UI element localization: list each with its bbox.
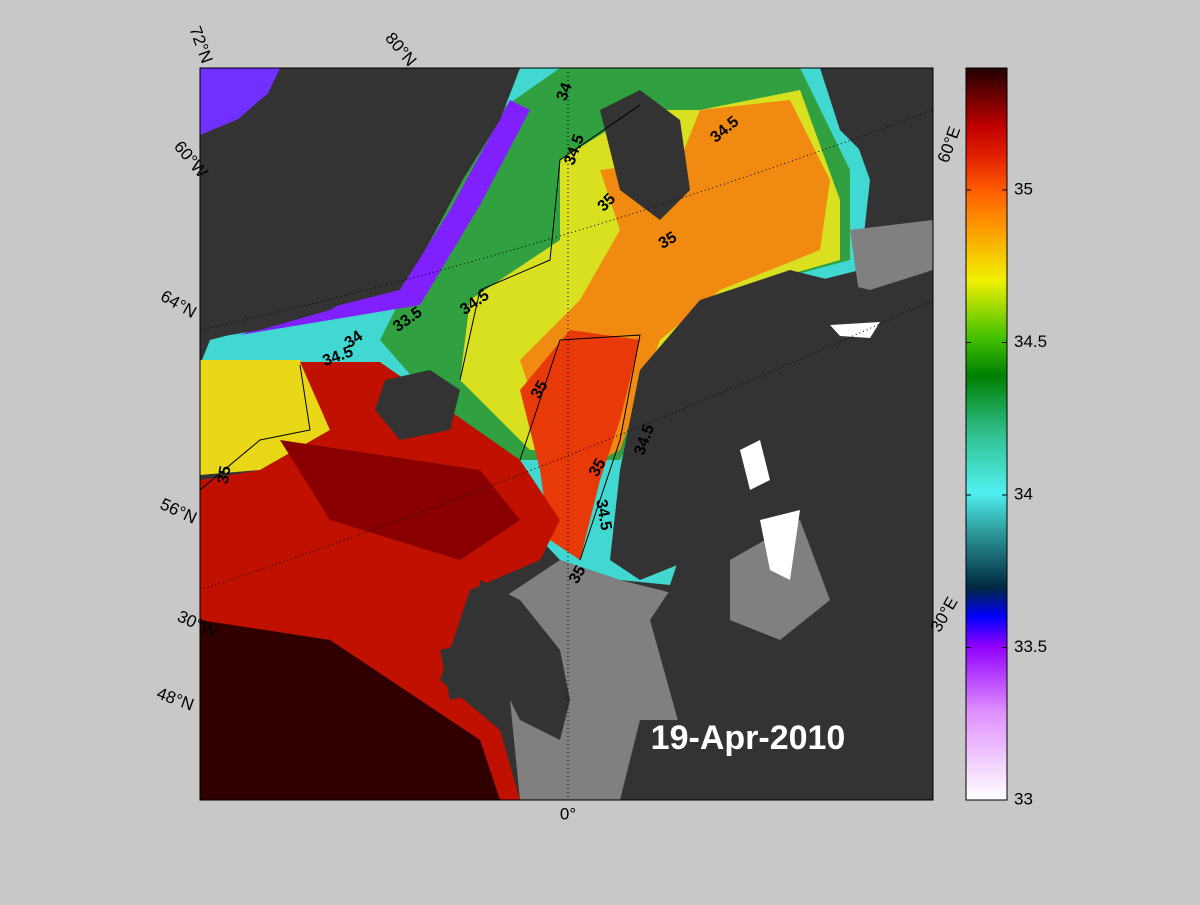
date-label: 19-Apr-2010 (651, 719, 846, 757)
map: 19-Apr-2010 (200, 68, 933, 800)
parallel (200, 109, 933, 331)
contour-label: 35 (215, 465, 235, 486)
ocean-atlantic-darkest (200, 620, 500, 800)
colorbar-tick-label: 34.5 (1014, 332, 1047, 351)
colorbar-tick-label: 33.5 (1014, 637, 1047, 656)
contour-line (200, 364, 311, 491)
contour-label: 35 (586, 456, 610, 480)
ireland (440, 640, 490, 700)
colorbar-tick-label: 33 (1014, 789, 1033, 808)
graticule-label: 60°E (934, 124, 965, 165)
lake (760, 510, 800, 580)
colorbar-ticks: 33 33.5 34 34.5 35 (966, 179, 1047, 808)
baltic (730, 520, 830, 640)
graticule-label: 64°N (157, 286, 199, 321)
graticule-label: 0° (560, 804, 576, 823)
novaya-zemlya (820, 68, 933, 170)
graticule-label: 48°N (154, 684, 196, 715)
svalbard (600, 90, 690, 220)
colorbar-tick-label: 34 (1014, 484, 1033, 503)
iceland (375, 370, 460, 440)
ocean-atlantic-deep (280, 440, 520, 560)
lake (740, 440, 770, 490)
graticule (200, 68, 933, 800)
contour-label: 35 (528, 378, 552, 402)
ocean-purple (240, 100, 530, 335)
contour-label: 35 (656, 229, 680, 253)
map-frame (199, 67, 934, 801)
great-britain (480, 580, 570, 740)
contour-line (519, 334, 641, 561)
contour-label: 34.5 (592, 498, 614, 532)
contour-line (459, 104, 641, 381)
greenland (200, 68, 520, 340)
contour-label: 35 (566, 563, 590, 587)
graticule-label: 56°N (157, 494, 199, 527)
lake (830, 322, 880, 338)
ocean-red-center (520, 330, 640, 560)
contour-label: 34 (554, 81, 576, 104)
graticule-label: 72°N (186, 24, 217, 66)
colorbar (965, 67, 1008, 801)
graticule-label: 80°N (381, 29, 420, 70)
colorbar-tick-label: 35 (1014, 179, 1033, 198)
